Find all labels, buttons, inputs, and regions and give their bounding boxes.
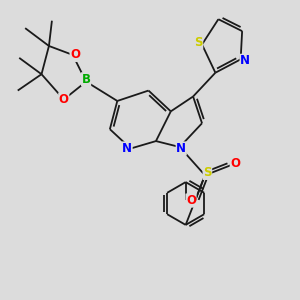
Text: O: O bbox=[230, 157, 240, 170]
Text: O: O bbox=[59, 93, 69, 106]
Text: N: N bbox=[176, 142, 186, 155]
Text: O: O bbox=[70, 48, 80, 62]
Text: S: S bbox=[194, 36, 203, 49]
Text: B: B bbox=[82, 73, 91, 86]
Text: N: N bbox=[240, 54, 250, 67]
Text: N: N bbox=[122, 142, 132, 155]
Text: O: O bbox=[186, 194, 196, 207]
Text: S: S bbox=[203, 167, 212, 179]
